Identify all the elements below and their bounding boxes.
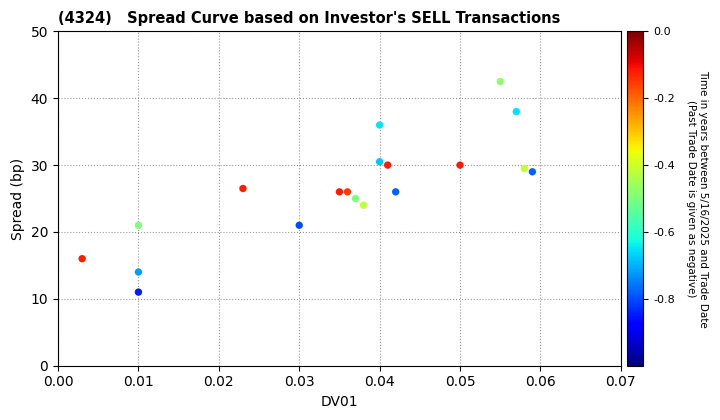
Point [132, 289, 144, 295]
Point [454, 162, 466, 168]
Point [358, 202, 369, 209]
Point [390, 189, 402, 195]
Point [342, 189, 354, 195]
X-axis label: DV01: DV01 [320, 395, 359, 409]
Point [132, 222, 144, 228]
Point [350, 195, 361, 202]
Point [333, 189, 345, 195]
Point [510, 108, 522, 115]
Point [76, 255, 88, 262]
Point [495, 78, 506, 85]
Point [374, 122, 385, 129]
Y-axis label: Time in years between 5/16/2025 and Trade Date
(Past Trade Date is given as nega: Time in years between 5/16/2025 and Trad… [686, 70, 708, 328]
Y-axis label: Spread (bp): Spread (bp) [11, 158, 25, 239]
Text: (4324)   Spread Curve based on Investor's SELL Transactions: (4324) Spread Curve based on Investor's … [58, 11, 560, 26]
Point [294, 222, 305, 228]
Point [526, 168, 538, 175]
Point [237, 185, 248, 192]
Point [518, 165, 530, 172]
Point [374, 158, 385, 165]
Point [382, 162, 393, 168]
Point [132, 269, 144, 276]
